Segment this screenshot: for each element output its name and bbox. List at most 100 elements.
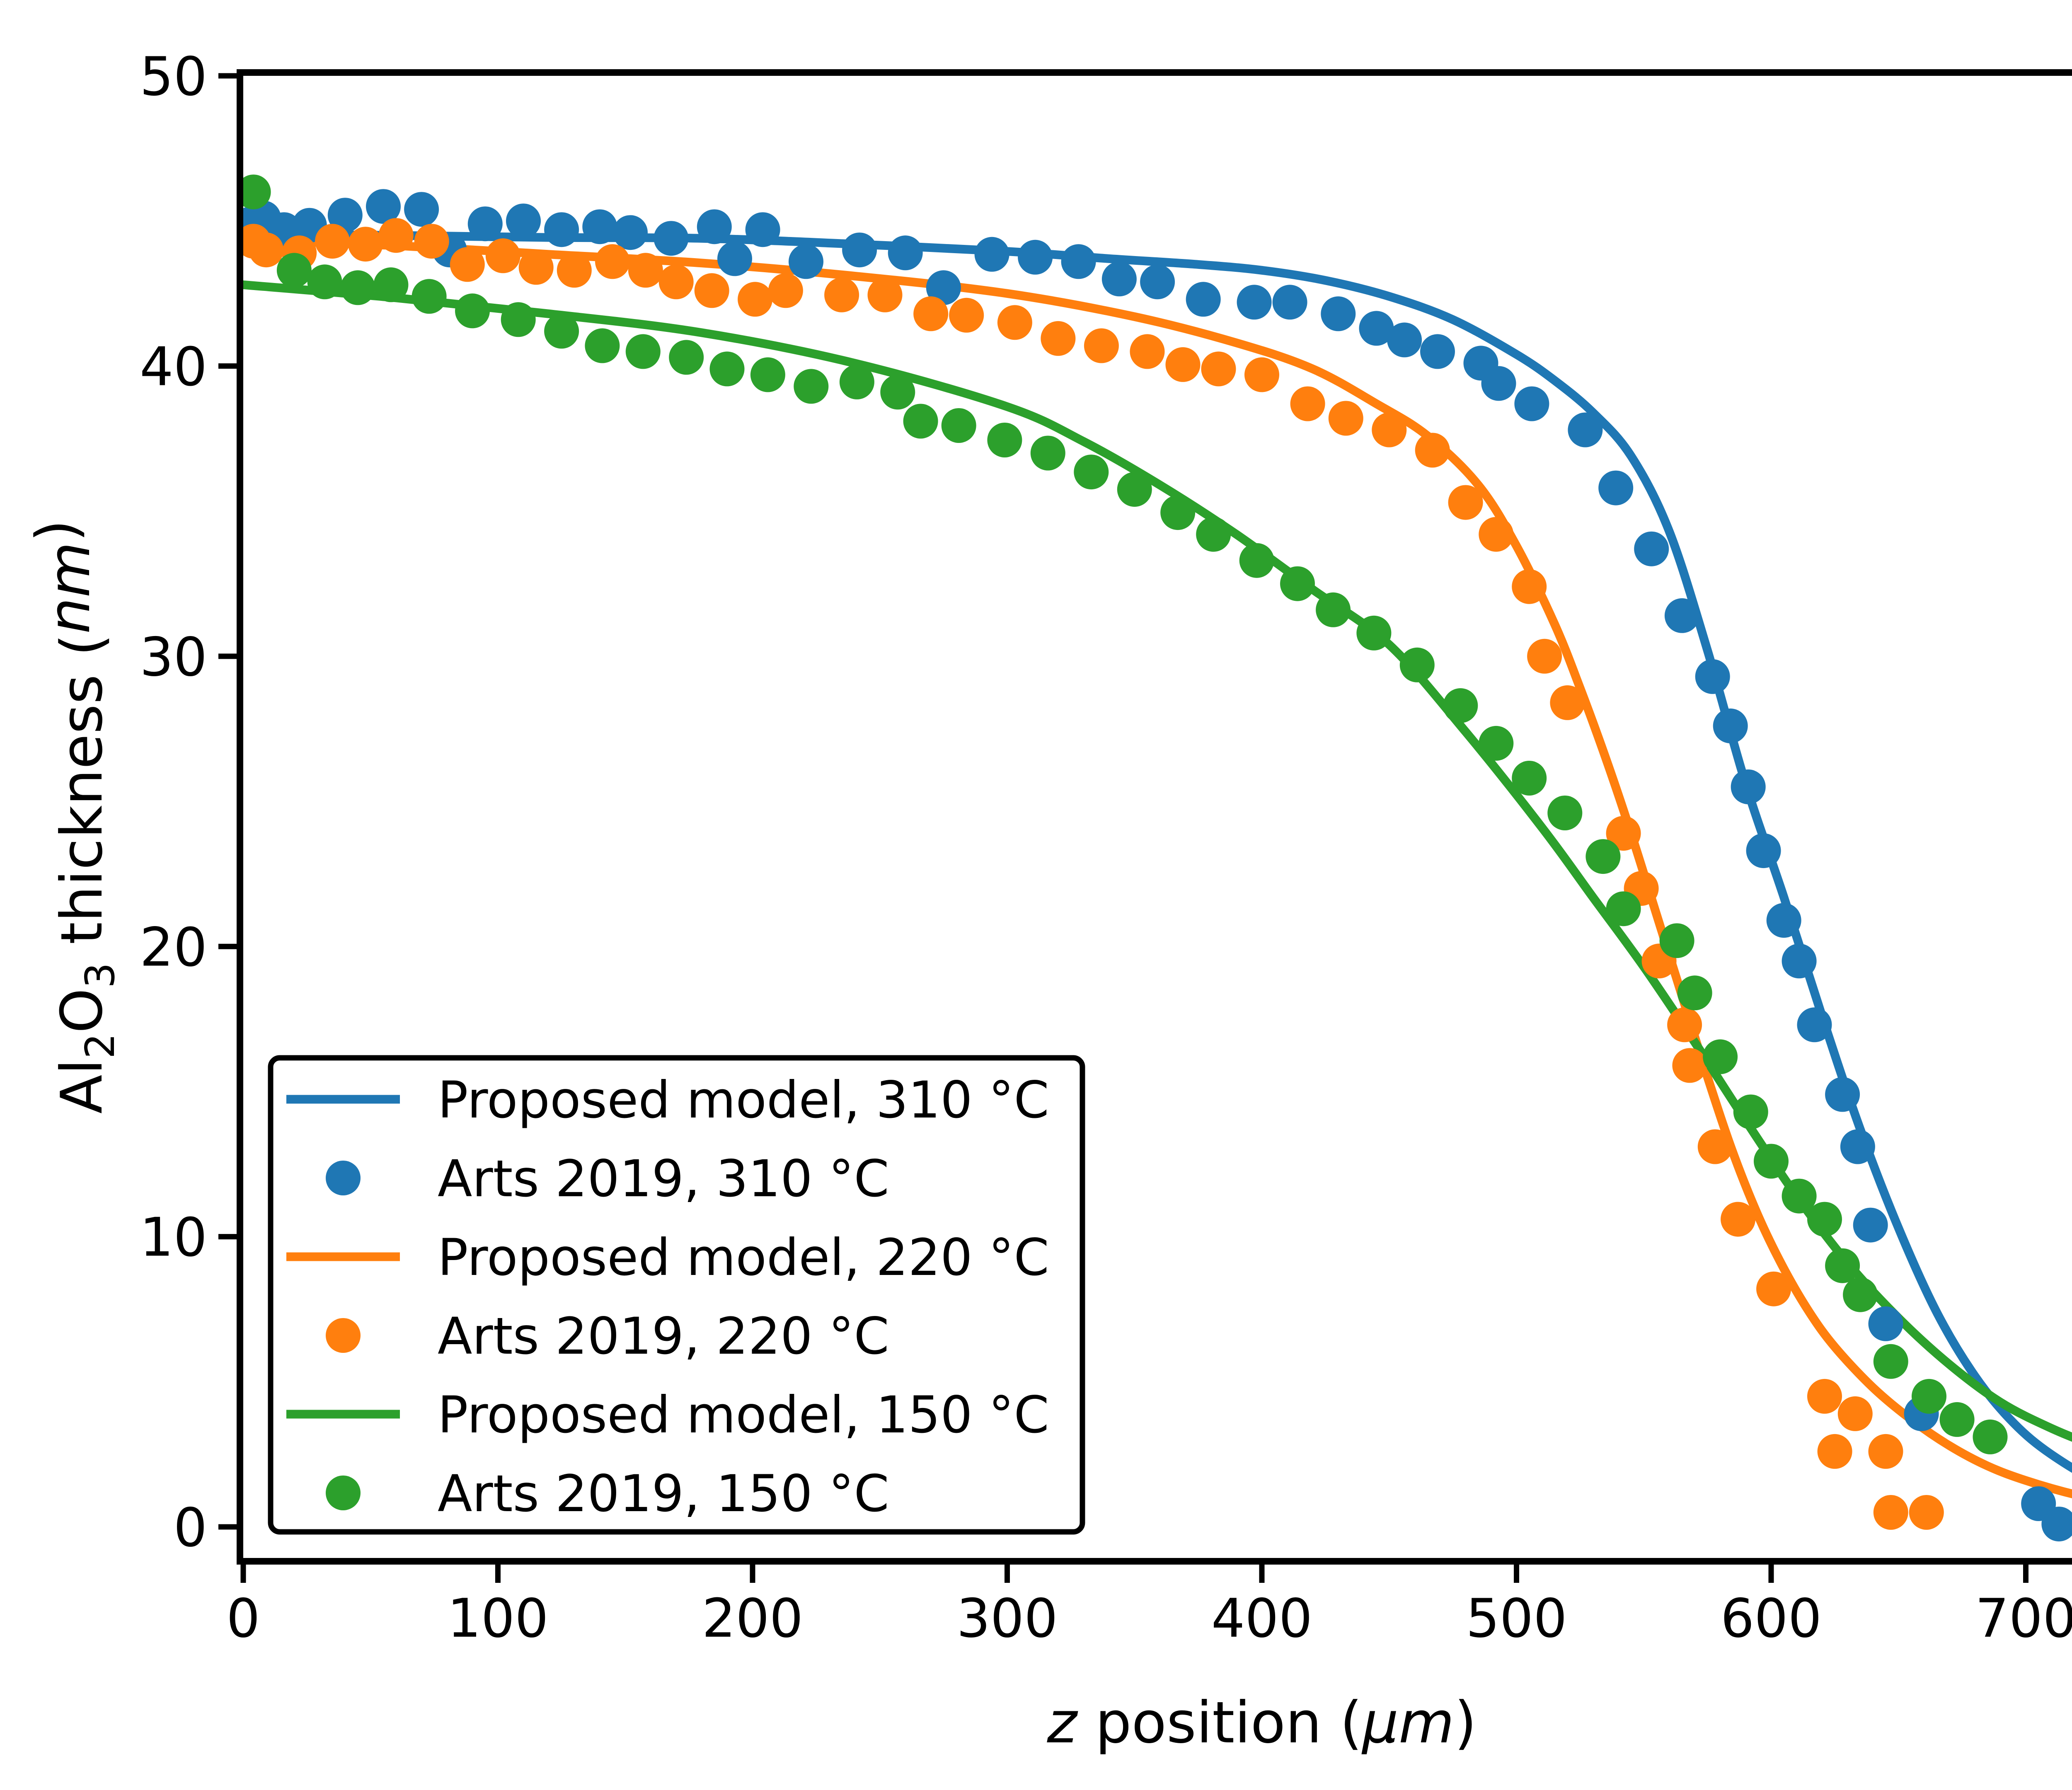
scatter-point — [738, 282, 773, 317]
scatter-point — [1321, 296, 1356, 331]
scatter-point — [467, 206, 503, 242]
scatter-point — [1481, 366, 1516, 401]
scatter-point — [595, 244, 630, 279]
scatter-point — [1356, 615, 1392, 651]
legend-label: Proposed model, 310 °C — [438, 1071, 1049, 1130]
scatter-point — [243, 174, 271, 210]
scatter-point — [1868, 1434, 1903, 1469]
legend-label: Arts 2019, 310 °C — [438, 1149, 889, 1208]
scatter-point — [557, 253, 592, 288]
scatter-point — [1797, 1007, 1832, 1043]
scatter-point — [1165, 347, 1201, 382]
scatter-point — [613, 215, 648, 250]
scatter-point — [1659, 923, 1694, 958]
y-tick-label: 0 — [174, 1497, 207, 1559]
scatter-point — [366, 189, 401, 224]
scatter-point — [1479, 517, 1514, 552]
scatter-point — [1399, 647, 1435, 682]
scatter-point — [1186, 282, 1221, 317]
scatter-point — [249, 232, 284, 268]
scatter-point — [1550, 685, 1585, 720]
scatter-point — [1667, 1007, 1702, 1043]
scatter-point — [1074, 455, 1109, 490]
scatter-point — [1825, 1077, 1860, 1112]
scatter-point — [1280, 566, 1315, 601]
legend-marker-sample — [326, 1476, 361, 1510]
scatter-point — [842, 232, 877, 268]
legend-entry-5: Proposed model, 150 °C — [286, 1386, 1049, 1444]
scatter-point — [2041, 1507, 2072, 1542]
scatter-point — [327, 198, 363, 233]
scatter-point — [411, 279, 447, 314]
scatter-point — [1201, 351, 1236, 387]
scatter-point — [1479, 726, 1514, 761]
scatter-point — [625, 334, 661, 369]
scatter-point — [949, 298, 984, 333]
scatter-point — [1160, 495, 1196, 530]
y-tick-label: 10 — [140, 1207, 207, 1269]
x-tick-label: 0 — [226, 1588, 260, 1650]
scatter-point — [582, 209, 617, 244]
scatter-series-green — [243, 174, 2008, 1454]
scatter-point — [1634, 531, 1669, 566]
scatter-point — [455, 293, 490, 329]
scatter-point — [544, 212, 579, 247]
x-tick-label: 600 — [1721, 1588, 1822, 1650]
scatter-point — [997, 305, 1032, 340]
legend-marker-sample — [326, 1318, 361, 1353]
scatter-point — [1272, 285, 1307, 320]
scatter-point — [1514, 386, 1549, 421]
scatter-point — [1733, 1094, 1768, 1130]
scatter-point — [628, 253, 663, 288]
legend-entry-3: Proposed model, 220 °C — [286, 1228, 1049, 1287]
scatter-point — [1766, 903, 1801, 938]
scatter-point — [1041, 321, 1076, 356]
scatter-point — [658, 264, 694, 300]
scatter-point — [1873, 1344, 1908, 1379]
scatter-point — [880, 375, 915, 410]
y-tick-label: 20 — [140, 917, 207, 978]
y-tick-label: 30 — [140, 626, 207, 688]
legend-entry-6: Arts 2019, 150 °C — [326, 1464, 889, 1523]
scatter-point — [1512, 761, 1547, 796]
scatter-point — [1387, 322, 1422, 358]
scatter-point — [1697, 1129, 1733, 1164]
scatter-point — [941, 408, 976, 443]
scatter-point — [1117, 472, 1152, 507]
scatter-point — [913, 296, 949, 331]
scatter-point — [1868, 1306, 1903, 1341]
scatter-point — [307, 264, 342, 300]
scatter-point — [506, 203, 541, 239]
scatter-point — [1912, 1379, 1946, 1414]
scatter-point — [839, 364, 874, 399]
scatter-point — [1244, 357, 1279, 392]
legend-entry-2: Arts 2019, 310 °C — [326, 1149, 889, 1208]
scatter-point — [1731, 769, 1766, 804]
x-tick-label: 700 — [1975, 1588, 2072, 1650]
scatter-point — [709, 351, 745, 387]
scatter-point — [1746, 833, 1781, 868]
scatter-point — [1606, 816, 1641, 851]
scatter-point — [1721, 1202, 1756, 1237]
scatter-point — [414, 224, 449, 259]
scatter-point — [1695, 659, 1730, 694]
scatter-point — [340, 270, 375, 305]
scatter-point — [1030, 435, 1065, 471]
scatter-point — [1547, 796, 1583, 830]
scatter-series-orange — [243, 218, 1944, 1530]
scatter-point — [1853, 1207, 1888, 1243]
x-tick-label: 300 — [956, 1588, 1058, 1650]
scatter-point — [1909, 1495, 1944, 1530]
plot-area — [243, 174, 2072, 1542]
y-tick-label: 40 — [140, 336, 207, 398]
legend-label: Arts 2019, 220 °C — [438, 1307, 889, 1366]
scatter-point — [1130, 334, 1165, 369]
x-tick-label: 500 — [1466, 1588, 1567, 1650]
legend-frame — [268, 1055, 1085, 1535]
scatter-point — [697, 209, 732, 244]
scatter-point — [1084, 328, 1119, 363]
scatter-point — [926, 270, 961, 305]
scatter-point — [1359, 311, 1394, 346]
scatter-point — [1939, 1402, 1975, 1437]
